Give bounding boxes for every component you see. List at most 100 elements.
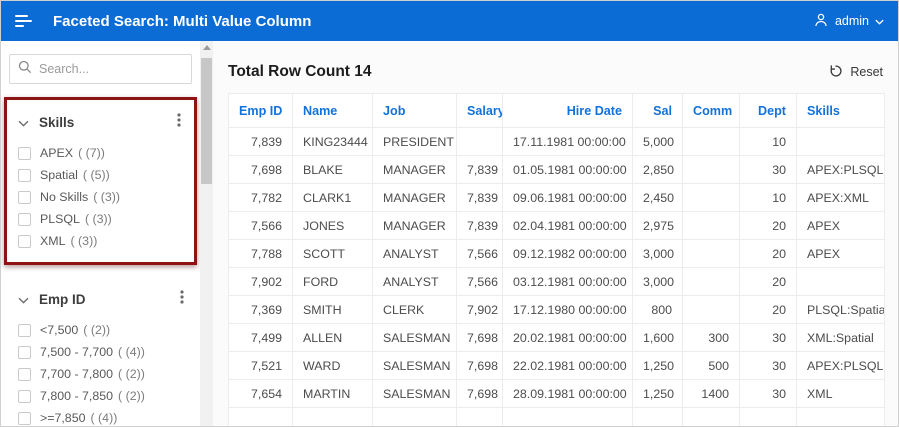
- facet-item-spatial[interactable]: Spatial ( (5)): [16, 164, 187, 186]
- table-cell: 300: [682, 323, 740, 352]
- user-menu-label: admin: [834, 14, 869, 28]
- table-cell: XML: [796, 379, 885, 408]
- table-cell: 01.05.1981 00:00:00: [502, 155, 633, 184]
- column-header-comm[interactable]: Comm: [682, 93, 740, 128]
- table-cell: 30: [739, 379, 797, 408]
- column-header-job[interactable]: Job: [372, 93, 457, 128]
- table-cell: 10: [739, 127, 797, 156]
- checkbox[interactable]: [18, 190, 31, 204]
- table-row: 7,521 WARD SALESMAN 7,698 22.02.1981 00:00:0…: [228, 351, 885, 380]
- facet-item-label: 7,800 - 7,850: [40, 389, 114, 403]
- table-cell: 28.09.1981 00:00:00: [502, 379, 633, 408]
- user-menu[interactable]: admin: [813, 12, 884, 31]
- table-cell: ALLEN: [292, 323, 373, 352]
- table-cell: [456, 127, 503, 156]
- column-header-salary[interactable]: Salary: [456, 93, 503, 128]
- facet-header-emp-id[interactable]: Emp ID: [16, 285, 190, 319]
- table-cell: APEX: [796, 211, 885, 240]
- table-cell: [682, 127, 740, 156]
- table-cell: 17.12.1980 00:00:00: [502, 295, 633, 324]
- table-cell: [796, 407, 885, 426]
- table-cell: [372, 407, 457, 426]
- table-cell: [292, 407, 373, 426]
- table-row: 7,654 MARTIN SALESMAN 7,698 28.09.1981 00:00…: [228, 379, 885, 408]
- table-cell: 2,975: [632, 211, 683, 240]
- checkbox[interactable]: [18, 323, 31, 337]
- scrollbar-thumb[interactable]: [201, 58, 212, 184]
- facet-header-skills[interactable]: Skills: [16, 108, 187, 142]
- table-row: 7,902 FORD ANALYST 7,566 03.12.1981 00:00:00…: [228, 267, 885, 296]
- checkbox[interactable]: [18, 345, 31, 359]
- table-cell: 500: [682, 351, 740, 380]
- facet-search-box[interactable]: [9, 54, 192, 84]
- facet-item-count: ( (2)): [83, 323, 111, 337]
- column-header-sal[interactable]: Sal: [632, 93, 683, 128]
- facet-item-7-500[interactable]: <7,500 ( (2)): [16, 319, 190, 341]
- facet-item-apex[interactable]: APEX ( (7)): [16, 142, 187, 164]
- table-cell: 2,850: [632, 155, 683, 184]
- table-cell: 20: [739, 239, 797, 268]
- table-row: 7,788 SCOTT ANALYST 7,566 09.12.1982 00:00:0…: [228, 239, 885, 268]
- table-cell: [796, 267, 885, 296]
- checkbox[interactable]: [18, 411, 31, 425]
- table-cell: 30: [739, 351, 797, 380]
- table-body: 7,839 KING23444 PRESIDENT 17.11.1981 00:00:…: [228, 127, 885, 426]
- checkbox[interactable]: [18, 367, 31, 381]
- table-cell: 09.12.1982 00:00:00: [502, 239, 633, 268]
- checkbox[interactable]: [18, 234, 31, 248]
- highlight-annotation: Skills APEX ( (7)) Spatial ( (5)) No Skills (…: [4, 97, 197, 265]
- search-input[interactable]: [39, 62, 183, 76]
- table-cell: 3,000: [632, 239, 683, 268]
- facet-item-count: ( (3)): [70, 234, 98, 248]
- facet-item-count: ( (4)): [90, 411, 118, 425]
- column-header-name[interactable]: Name: [292, 93, 373, 128]
- column-header-hire-date[interactable]: Hire Date: [502, 93, 633, 128]
- vertical-dots-icon[interactable]: [173, 111, 185, 134]
- table-cell: 7,782: [228, 183, 293, 212]
- table-cell: WARD: [292, 351, 373, 380]
- table-row-partial: [228, 407, 885, 426]
- table-cell: JONES: [292, 211, 373, 240]
- scroll-up-arrow-icon[interactable]: [200, 41, 213, 54]
- table-cell: 10: [739, 183, 797, 212]
- report-toolbar: Total Row Count 14 Reset: [228, 63, 883, 81]
- table-cell: [228, 407, 293, 426]
- checkbox[interactable]: [18, 212, 31, 226]
- facet-item-label: XML: [40, 234, 66, 248]
- table-cell: 7,839: [456, 211, 503, 240]
- table-cell: 1,250: [632, 379, 683, 408]
- table-cell: BLAKE: [292, 155, 373, 184]
- table-cell: PRESIDENT: [372, 127, 457, 156]
- nav-menu-icon[interactable]: [15, 15, 33, 27]
- checkbox[interactable]: [18, 146, 31, 160]
- table-cell: 30: [739, 155, 797, 184]
- table-cell: 1,250: [632, 351, 683, 380]
- checkbox[interactable]: [18, 389, 31, 403]
- facet-item-7-850[interactable]: >=7,850 ( (4)): [16, 407, 190, 426]
- facet-item-xml[interactable]: XML ( (3)): [16, 230, 187, 252]
- table-row: 7,839 KING23444 PRESIDENT 17.11.1981 00:00:…: [228, 127, 885, 156]
- table-cell: 7,698: [456, 323, 503, 352]
- table-cell: [456, 407, 503, 426]
- facet-item-7-800-7-850[interactable]: 7,800 - 7,850 ( (2)): [16, 385, 190, 407]
- column-header-skills[interactable]: Skills: [796, 93, 885, 128]
- vertical-dots-icon[interactable]: [176, 288, 188, 311]
- reset-button[interactable]: Reset: [829, 64, 883, 81]
- column-header-dept[interactable]: Dept: [739, 93, 797, 128]
- sidebar-scrollbar[interactable]: [200, 41, 213, 426]
- table-cell: 22.02.1981 00:00:00: [502, 351, 633, 380]
- table-cell: 7,499: [228, 323, 293, 352]
- faceted-search-sidebar: Skills APEX ( (7))Spatial ( (5)) No Skills (…: [1, 41, 200, 426]
- checkbox[interactable]: [18, 168, 31, 182]
- table-cell: 7,902: [228, 267, 293, 296]
- facet-item-plsql[interactable]: PLSQL ( (3)): [16, 208, 187, 230]
- facet-item-7-500-7-700[interactable]: 7,500 - 7,700 ( (4)): [16, 341, 190, 363]
- reset-button-label: Reset: [850, 65, 883, 79]
- table-cell: MARTIN: [292, 379, 373, 408]
- table-cell: CLARK1: [292, 183, 373, 212]
- facet-item-label: PLSQL: [40, 212, 80, 226]
- search-icon: [18, 60, 32, 79]
- facet-item-no-skills[interactable]: No Skills ( (3)): [16, 186, 187, 208]
- facet-item-7-700-7-800[interactable]: 7,700 - 7,800 ( (2)): [16, 363, 190, 385]
- column-header-emp-id[interactable]: Emp ID: [228, 93, 293, 128]
